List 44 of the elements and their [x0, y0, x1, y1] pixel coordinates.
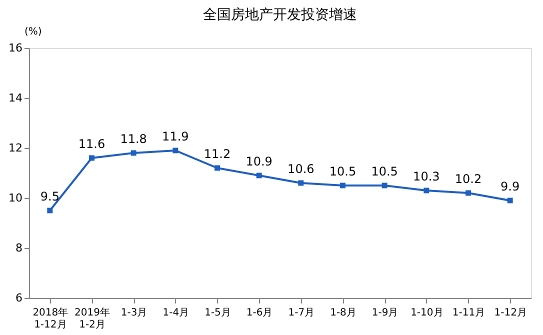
- point: [172, 148, 178, 154]
- x-tick-label: 1-7月: [288, 308, 315, 318]
- point: [256, 172, 262, 178]
- x-tick-label: 1-6月: [246, 308, 273, 318]
- x-tick-label: 1-12月: [494, 308, 527, 318]
- point: [47, 208, 53, 214]
- point: [466, 190, 471, 196]
- y-tick-label: 12: [8, 142, 22, 154]
- x-tick-label: 1-9月: [372, 308, 398, 318]
- point: [340, 182, 346, 188]
- data-label: 11.2: [204, 147, 231, 161]
- chart-title: 全国房地产开发投资增速: [203, 7, 357, 23]
- data-label: 11.9: [162, 130, 189, 144]
- point: [382, 182, 388, 188]
- data-label: 9.5: [40, 190, 60, 204]
- point: [214, 165, 220, 171]
- x-tick-label: 1-3月: [120, 308, 148, 318]
- y-tick-label: 16: [8, 42, 22, 54]
- point: [89, 155, 94, 161]
- data-label: 10.5: [329, 164, 356, 178]
- y-axis-title: (%): [24, 26, 42, 38]
- data-label: 10.5: [371, 164, 398, 178]
- point: [424, 188, 430, 194]
- x-tick-label: 2018年 1-12月: [32, 306, 68, 330]
- data-label: 10.9: [246, 154, 272, 168]
- point: [507, 198, 513, 204]
- data-label: 10.6: [288, 162, 314, 176]
- y-tick-label: 6: [16, 292, 22, 304]
- y-tick-label: 8: [16, 242, 22, 254]
- x-tick-label: 1-4月: [162, 308, 190, 318]
- x-tick-label: 1-8月: [330, 308, 356, 318]
- data-label: 11.6: [78, 137, 106, 151]
- data-label: 10.2: [454, 172, 482, 186]
- x-tick-label: 1-5月: [204, 308, 231, 318]
- y-tick-label: 14: [8, 92, 22, 104]
- data-label: 9.9: [500, 180, 520, 194]
- data-label: 11.8: [120, 132, 147, 146]
- data-label: 10.3: [413, 170, 440, 184]
- point: [298, 180, 304, 186]
- x-tick-label: 1-10月: [410, 308, 444, 318]
- point: [130, 150, 136, 156]
- x-tick-label: 2019年 1-2月: [74, 306, 110, 330]
- y-tick-label: 10: [8, 192, 22, 204]
- x-tick-label: 1-11月: [452, 308, 486, 318]
